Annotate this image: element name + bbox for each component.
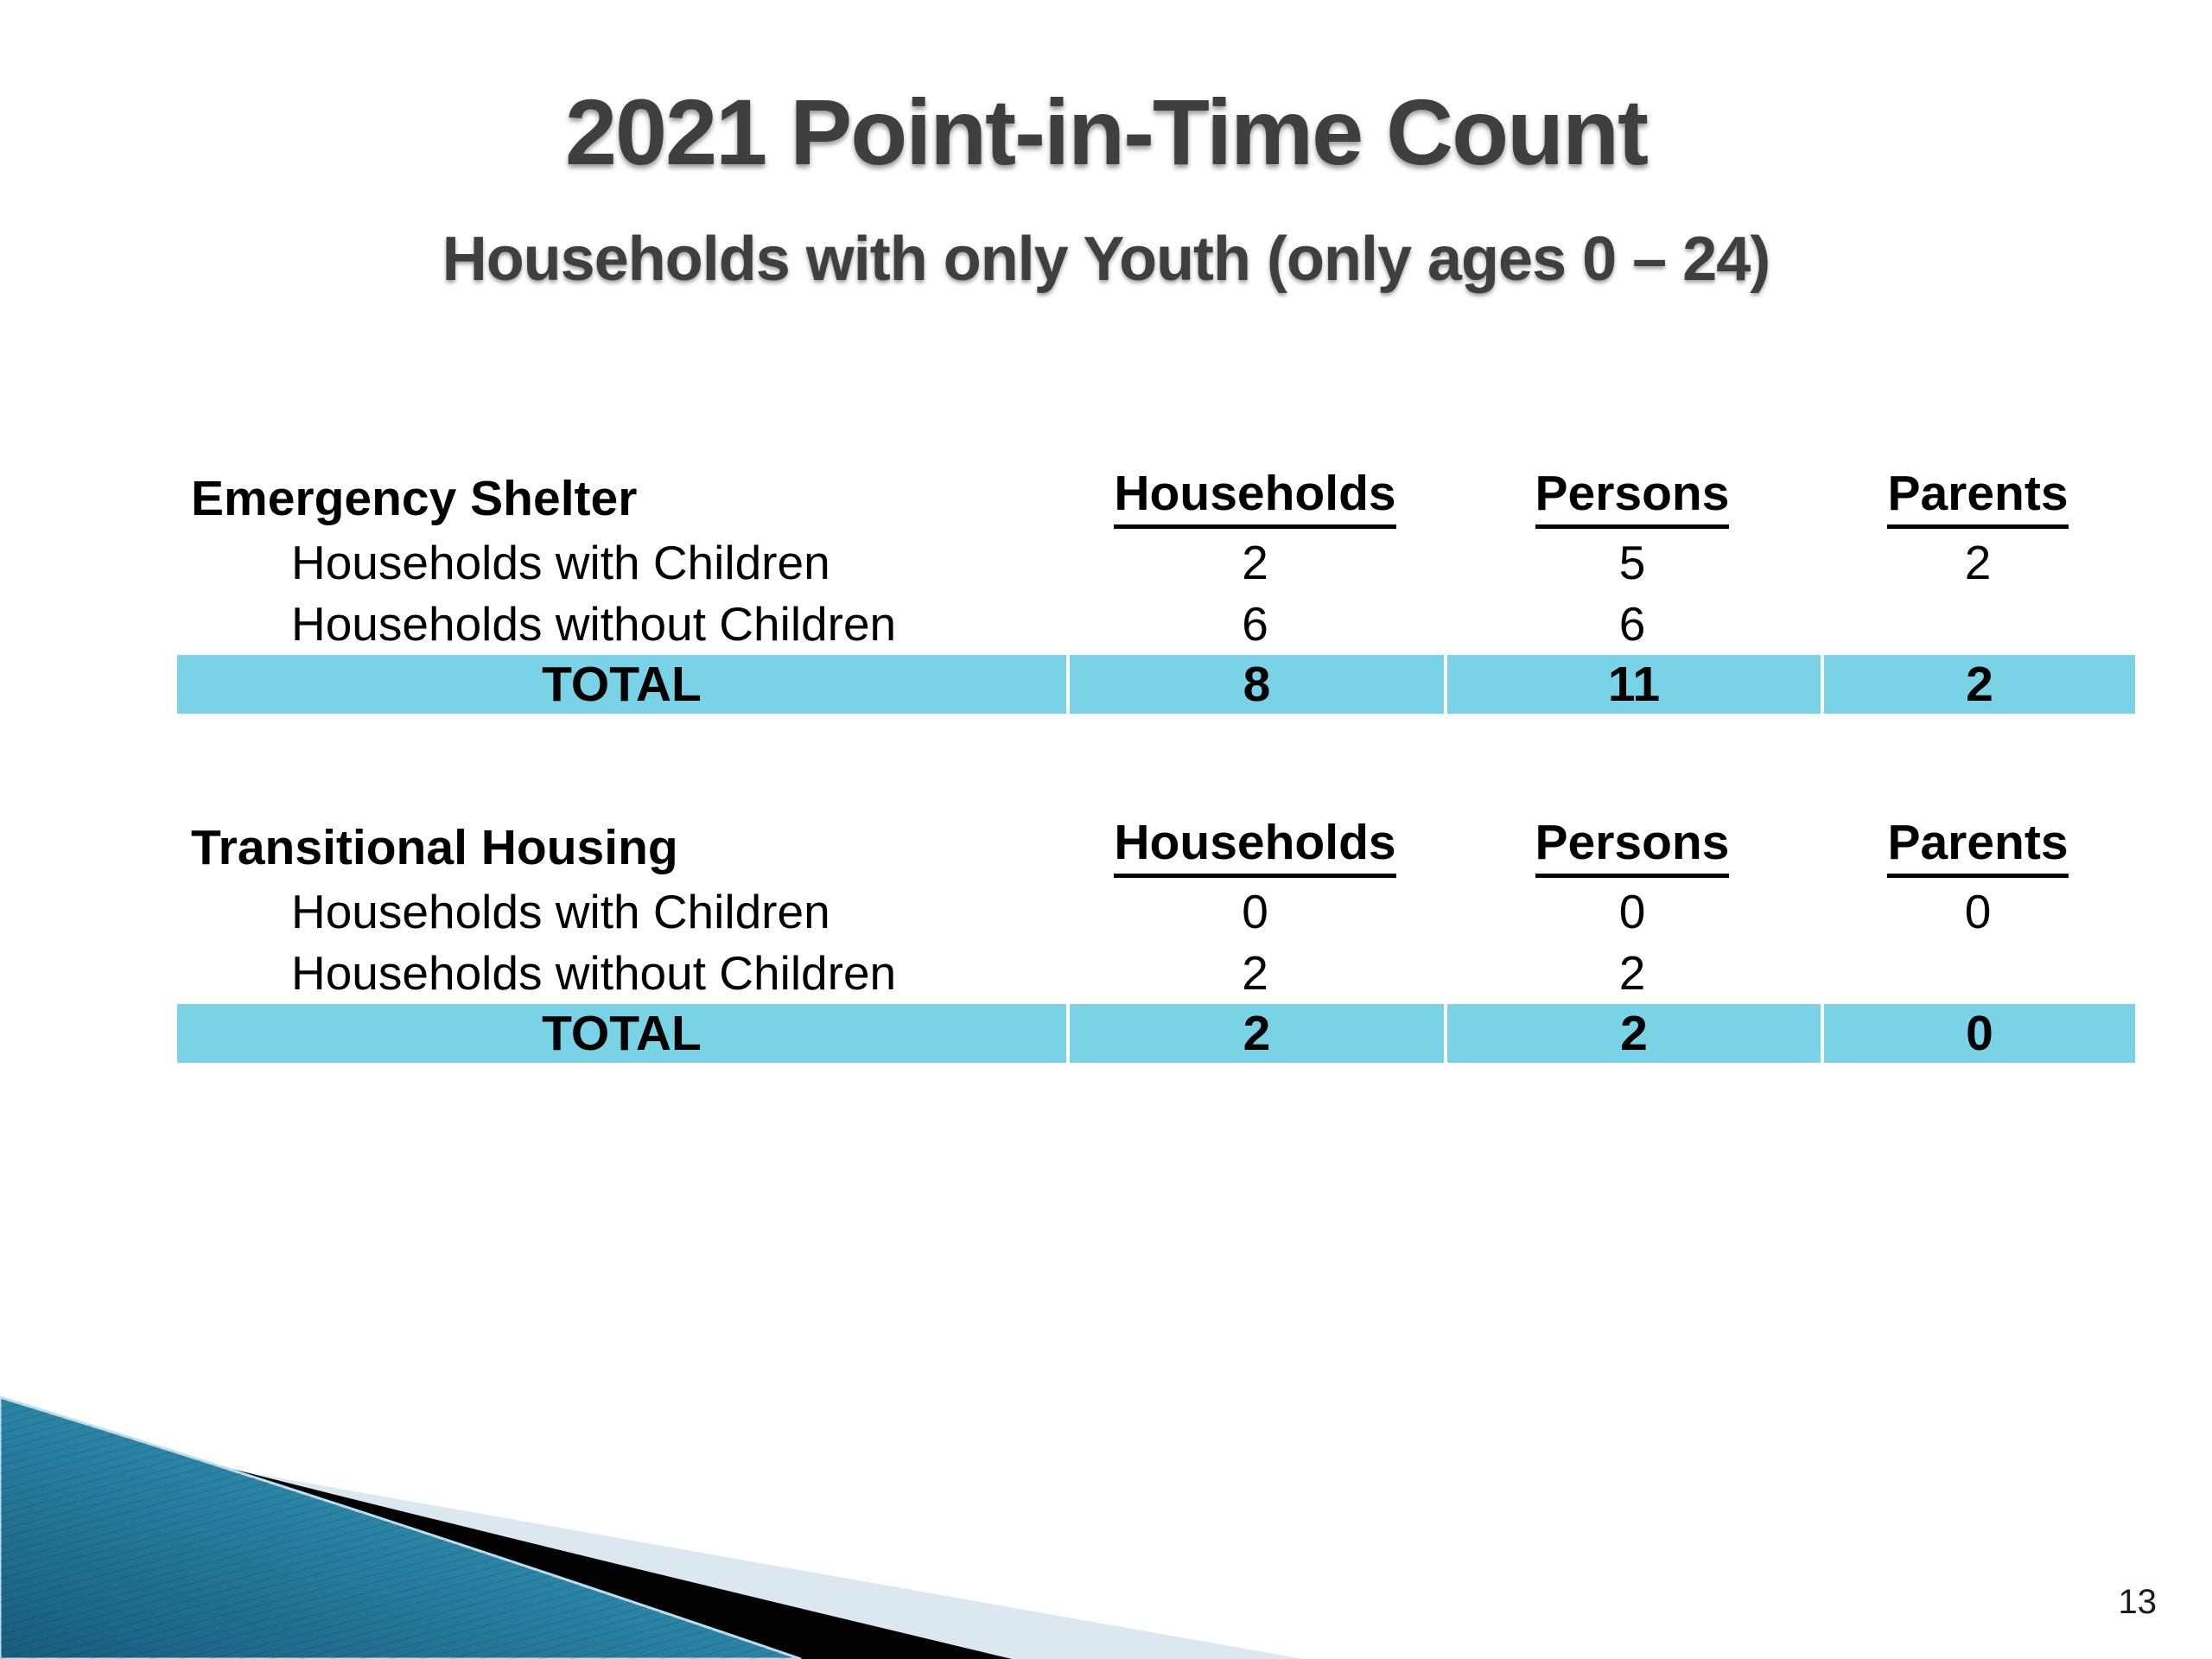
row-label: Households without Children: [291, 597, 897, 651]
column-header-parents: Parents: [1821, 465, 2135, 532]
total-value: 0: [1821, 1004, 2135, 1063]
column-header-parents: Parents: [1821, 814, 2135, 881]
total-value: 2: [1821, 655, 2135, 714]
total-row-reflection: TOTAL 2 2 0: [177, 1066, 2135, 1097]
column-header-persons: Persons: [1444, 465, 1821, 532]
total-value: 8: [1066, 655, 1444, 714]
row-label: Households with Children: [291, 536, 830, 589]
cell-value: [1821, 943, 2135, 1004]
cell-value: 2: [1618, 946, 1646, 1000]
column-header-label: Parents: [1887, 817, 2069, 878]
emergency-shelter-table: Emergency Shelter Households Persons Par…: [177, 465, 2135, 714]
total-value: 11: [1444, 655, 1821, 714]
transitional-housing-table: Transitional Housing Households Persons …: [177, 814, 2135, 1063]
ribbon-teal-wedge: [0, 1395, 802, 1659]
total-row-label: TOTAL: [177, 655, 1066, 714]
cell-value: 2: [1964, 536, 1992, 589]
column-header-label: Parents: [1887, 468, 2069, 529]
cell-value: 0: [1618, 885, 1646, 938]
row-label: Households with Children: [291, 885, 830, 938]
slide-subtitle: Households with only Youth (only ages 0 …: [442, 225, 1771, 294]
column-header-label: Households: [1114, 817, 1396, 878]
cell-value: 6: [1618, 597, 1646, 651]
column-header-label: Persons: [1535, 817, 1730, 878]
column-header-label: Households: [1114, 468, 1396, 529]
cell-value: [1821, 594, 2135, 655]
column-header-label: Persons: [1535, 468, 1730, 529]
cell-value: 2: [1242, 946, 1268, 1000]
slide-title: 2021 Point-in-Time Count: [564, 79, 1649, 184]
cell-value: 2: [1242, 536, 1268, 589]
page-number: 13: [2118, 1583, 2158, 1621]
cell-value: 6: [1242, 597, 1268, 651]
ribbon-pale-stripe: [0, 1452, 1303, 1659]
ribbon-black-stripe: [0, 1432, 1012, 1659]
slide-header: 2021 Point-in-Time Count Households with…: [0, 67, 2212, 302]
column-header-persons: Persons: [1444, 814, 1821, 881]
total-row-label: TOTAL: [177, 1004, 1066, 1063]
total-value: 2: [1066, 1004, 1444, 1063]
total-row-reflection: TOTAL 8 11 2: [177, 717, 2135, 748]
ribbon-teal-hatch: [0, 1397, 801, 1659]
section-title: Emergency Shelter: [191, 470, 638, 526]
cell-value: 0: [1964, 885, 1992, 938]
column-header-households: Households: [1066, 465, 1444, 532]
row-label: Households without Children: [291, 946, 897, 1000]
column-header-households: Households: [1066, 814, 1444, 881]
section-title: Transitional Housing: [191, 819, 678, 875]
cell-value: 0: [1242, 885, 1268, 938]
cell-value: 5: [1618, 536, 1646, 589]
total-value: 2: [1444, 1004, 1821, 1063]
